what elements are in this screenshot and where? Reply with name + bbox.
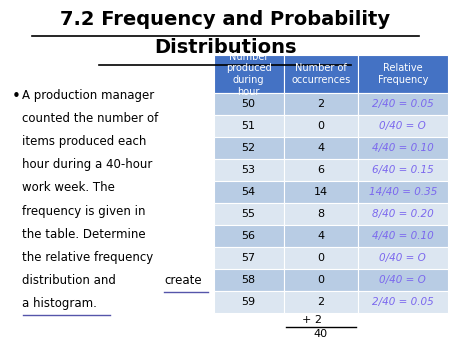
Text: 51: 51: [242, 121, 256, 131]
FancyBboxPatch shape: [284, 247, 358, 269]
Text: Relative
Frequency: Relative Frequency: [378, 63, 428, 85]
FancyBboxPatch shape: [284, 181, 358, 203]
Text: 54: 54: [242, 187, 256, 197]
FancyBboxPatch shape: [214, 181, 284, 203]
FancyBboxPatch shape: [358, 225, 448, 247]
FancyBboxPatch shape: [214, 137, 284, 159]
FancyBboxPatch shape: [284, 225, 358, 247]
Text: distribution and: distribution and: [22, 274, 120, 287]
Text: 7.2 Frequency and Probability: 7.2 Frequency and Probability: [60, 10, 390, 29]
Text: Number of
occurrences: Number of occurrences: [291, 63, 350, 85]
Text: 4: 4: [317, 143, 324, 153]
Text: 2/40 = 0.05: 2/40 = 0.05: [372, 297, 434, 307]
FancyBboxPatch shape: [214, 55, 284, 94]
FancyBboxPatch shape: [358, 181, 448, 203]
Text: Distributions: Distributions: [154, 38, 296, 57]
Text: 52: 52: [242, 143, 256, 153]
Text: 58: 58: [242, 275, 256, 285]
FancyBboxPatch shape: [284, 115, 358, 137]
FancyBboxPatch shape: [214, 225, 284, 247]
FancyBboxPatch shape: [284, 291, 358, 313]
Text: 6/40 = 0.15: 6/40 = 0.15: [372, 165, 434, 175]
Text: A production manager: A production manager: [22, 89, 155, 102]
FancyBboxPatch shape: [214, 94, 284, 115]
Text: 0/40 = O: 0/40 = O: [379, 121, 426, 131]
FancyBboxPatch shape: [358, 247, 448, 269]
Text: 8: 8: [317, 209, 324, 219]
Text: 0: 0: [317, 121, 324, 131]
Text: 0/40 = O: 0/40 = O: [379, 275, 426, 285]
Text: 4: 4: [317, 231, 324, 241]
FancyBboxPatch shape: [358, 94, 448, 115]
Text: 0/40 = O: 0/40 = O: [379, 253, 426, 263]
Text: create: create: [164, 274, 202, 287]
FancyBboxPatch shape: [284, 203, 358, 225]
Text: 0: 0: [317, 275, 324, 285]
Text: 14/40 = 0.35: 14/40 = 0.35: [369, 187, 437, 197]
Text: 4/40 = 0.10: 4/40 = 0.10: [372, 231, 434, 241]
FancyBboxPatch shape: [358, 269, 448, 291]
Text: counted the number of: counted the number of: [22, 112, 159, 125]
Text: 14: 14: [314, 187, 328, 197]
Text: 50: 50: [242, 99, 256, 110]
FancyBboxPatch shape: [214, 115, 284, 137]
FancyBboxPatch shape: [358, 203, 448, 225]
Text: 53: 53: [242, 165, 256, 175]
Text: Number
produced
during
hour: Number produced during hour: [226, 52, 271, 97]
FancyBboxPatch shape: [284, 269, 358, 291]
Text: 2: 2: [317, 99, 324, 110]
FancyBboxPatch shape: [284, 137, 358, 159]
Text: 55: 55: [242, 209, 256, 219]
Text: 4/40 = 0.10: 4/40 = 0.10: [372, 143, 434, 153]
FancyBboxPatch shape: [214, 159, 284, 181]
FancyBboxPatch shape: [284, 55, 358, 94]
FancyBboxPatch shape: [358, 291, 448, 313]
Text: frequency is given in: frequency is given in: [22, 204, 146, 218]
Text: 59: 59: [242, 297, 256, 307]
Text: + 2: + 2: [302, 315, 322, 325]
FancyBboxPatch shape: [284, 94, 358, 115]
Text: the table. Determine: the table. Determine: [22, 228, 146, 241]
FancyBboxPatch shape: [284, 159, 358, 181]
Text: 6: 6: [317, 165, 324, 175]
Text: 40: 40: [314, 329, 328, 338]
FancyBboxPatch shape: [214, 291, 284, 313]
FancyBboxPatch shape: [358, 55, 448, 94]
Text: items produced each: items produced each: [22, 135, 147, 148]
Text: a histogram.: a histogram.: [22, 297, 97, 311]
FancyBboxPatch shape: [358, 159, 448, 181]
Text: work week. The: work week. The: [22, 182, 115, 194]
Text: hour during a 40-hour: hour during a 40-hour: [22, 158, 153, 171]
Text: the relative frequency: the relative frequency: [22, 251, 154, 264]
Text: 2: 2: [317, 297, 324, 307]
Text: 8/40 = 0.20: 8/40 = 0.20: [372, 209, 434, 219]
Text: 2/40 = 0.05: 2/40 = 0.05: [372, 99, 434, 110]
Text: 56: 56: [242, 231, 256, 241]
FancyBboxPatch shape: [214, 269, 284, 291]
FancyBboxPatch shape: [214, 203, 284, 225]
Text: 57: 57: [242, 253, 256, 263]
Text: •: •: [11, 89, 20, 104]
FancyBboxPatch shape: [358, 115, 448, 137]
FancyBboxPatch shape: [358, 137, 448, 159]
FancyBboxPatch shape: [214, 247, 284, 269]
Text: 0: 0: [317, 253, 324, 263]
